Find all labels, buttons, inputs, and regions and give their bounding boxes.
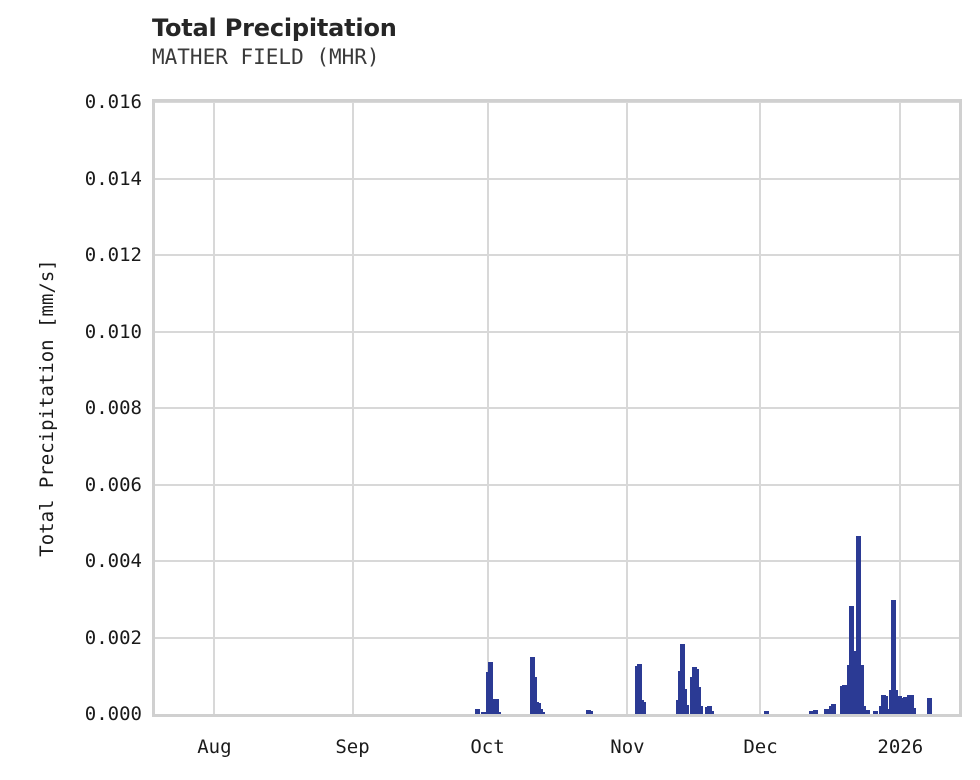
y-axis-tick-label: 0.016 xyxy=(84,91,142,113)
y-axis-tick-label: 0.000 xyxy=(84,703,142,725)
bar xyxy=(859,665,865,714)
bar xyxy=(493,699,499,714)
gridline-vertical xyxy=(486,102,489,714)
y-axis-tick-label: 0.010 xyxy=(84,320,142,343)
bar xyxy=(481,711,486,714)
bar xyxy=(861,705,867,714)
gridline-horizontal xyxy=(155,254,959,256)
gridline-vertical xyxy=(213,102,216,714)
x-axis-tick-label: 2026 xyxy=(877,736,924,758)
bar xyxy=(531,677,537,714)
title-block: Total Precipitation MATHER FIELD (MHR) xyxy=(152,14,852,70)
y-axis-tick-label: 0.012 xyxy=(84,244,142,266)
bar xyxy=(679,644,685,714)
bar xyxy=(885,708,891,714)
bar xyxy=(831,704,837,714)
x-axis-tick-label: Sep xyxy=(335,736,370,758)
x-axis-tick-label: Aug xyxy=(197,736,232,758)
gridline-horizontal xyxy=(155,560,959,562)
bar xyxy=(696,686,702,714)
bar xyxy=(683,704,689,714)
bar xyxy=(763,711,769,714)
chart-subtitle: MATHER FIELD (MHR) xyxy=(152,45,380,69)
gridline-vertical xyxy=(899,102,902,714)
bar xyxy=(640,702,646,714)
bar xyxy=(808,710,814,714)
gridline-vertical xyxy=(759,102,762,714)
gridline-horizontal xyxy=(155,483,959,486)
bar xyxy=(636,663,642,714)
chart-title: Total Precipitation xyxy=(152,14,397,42)
x-axis-tick-label: Nov xyxy=(610,736,645,758)
gridline-horizontal xyxy=(155,330,959,333)
bar xyxy=(902,697,908,714)
x-axis-tick-label: Dec xyxy=(743,736,778,758)
bar xyxy=(892,689,898,714)
y-axis-tick-label: 0.004 xyxy=(84,550,142,572)
bar xyxy=(851,688,857,714)
bar xyxy=(537,709,543,714)
bar xyxy=(588,710,594,714)
bar xyxy=(910,708,916,714)
bar xyxy=(812,709,818,714)
bar xyxy=(475,709,481,714)
bar xyxy=(707,705,713,714)
bar xyxy=(849,605,855,714)
bar xyxy=(842,684,848,714)
bar xyxy=(709,710,715,714)
gridline-vertical xyxy=(626,102,629,714)
plot-inner xyxy=(155,102,959,714)
bar xyxy=(890,599,896,714)
bar xyxy=(535,703,541,714)
bar xyxy=(865,710,871,714)
bar xyxy=(823,709,829,714)
y-axis-tick-label: 0.008 xyxy=(84,397,142,419)
bar xyxy=(883,696,888,714)
bar xyxy=(488,661,493,714)
y-axis-tick-label: 0.006 xyxy=(84,473,142,496)
x-axis-tick-label: Oct xyxy=(470,736,505,758)
plot-area xyxy=(152,99,962,717)
bar xyxy=(856,535,862,714)
y-axis-tick-label: 0.014 xyxy=(84,167,142,190)
y-axis-tick-label: 0.002 xyxy=(84,626,142,649)
bar xyxy=(681,688,687,714)
gridline-horizontal xyxy=(155,177,959,180)
gridline-horizontal xyxy=(155,636,959,639)
bar xyxy=(926,698,932,714)
bar xyxy=(539,711,545,714)
bar xyxy=(495,712,501,714)
bar xyxy=(873,710,879,714)
gridline-horizontal xyxy=(155,407,959,409)
bar xyxy=(698,705,704,714)
bar xyxy=(896,696,902,714)
bar xyxy=(908,694,914,714)
bar xyxy=(844,704,850,714)
y-axis-tick-labels: 0.000 0.002 0.004 0.006 0.008 0.010 0.012 0.014… xyxy=(0,0,142,780)
gridline-vertical xyxy=(351,102,354,714)
gridline-horizontal xyxy=(155,102,959,103)
